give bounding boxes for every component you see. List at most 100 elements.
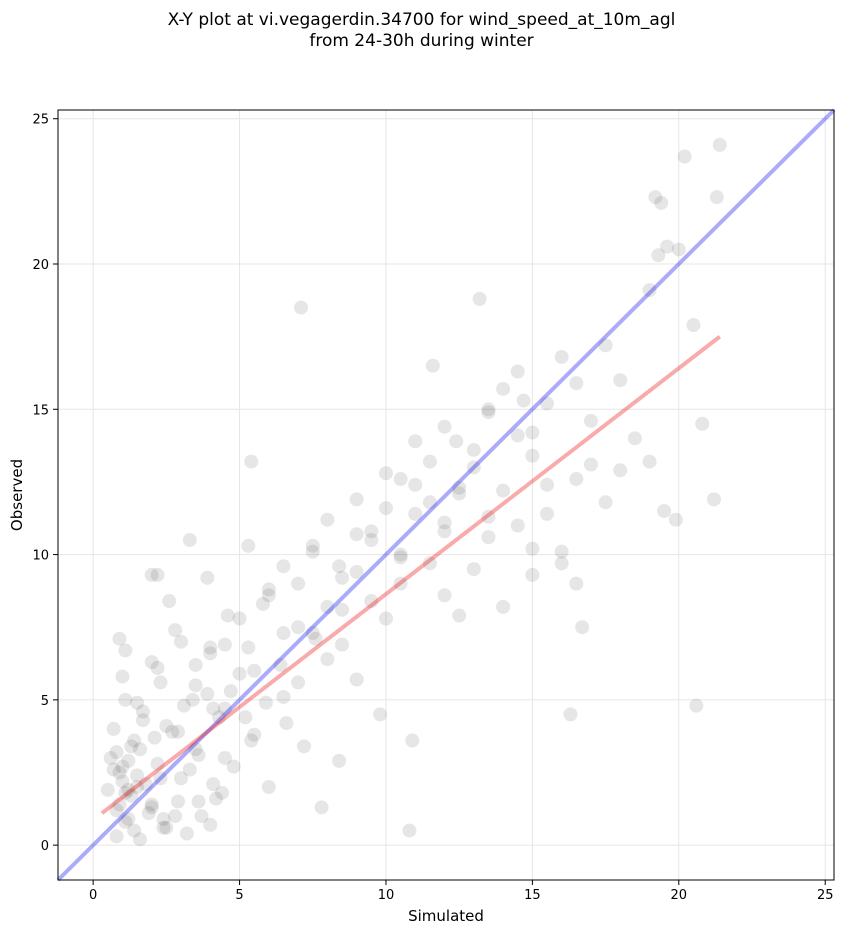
data-point	[118, 814, 133, 829]
data-point	[481, 530, 496, 545]
data-point	[141, 806, 156, 821]
x-tick-label: 10	[378, 888, 395, 903]
data-point	[554, 556, 569, 571]
data-point	[206, 777, 221, 792]
data-point	[217, 701, 232, 716]
data-point	[613, 463, 628, 478]
data-point	[706, 492, 721, 507]
data-point	[393, 576, 408, 591]
data-point	[115, 759, 130, 774]
data-point	[156, 820, 171, 835]
data-point	[496, 599, 511, 614]
data-point	[598, 338, 613, 353]
data-point	[671, 242, 686, 257]
data-point	[209, 791, 224, 806]
data-point	[191, 794, 206, 809]
data-point	[279, 716, 294, 731]
data-point	[452, 480, 467, 495]
y-tick-label: 5	[41, 694, 49, 709]
data-point	[554, 349, 569, 364]
data-point	[232, 611, 247, 626]
x-tick-label: 15	[524, 888, 541, 903]
data-point	[276, 689, 291, 704]
data-point	[305, 538, 320, 553]
data-point	[159, 820, 174, 835]
data-point	[124, 739, 139, 754]
data-point	[217, 637, 232, 652]
data-point	[273, 657, 288, 672]
data-point	[258, 695, 273, 710]
data-point	[115, 774, 130, 789]
data-point	[583, 457, 598, 472]
data-point	[314, 800, 329, 815]
data-point	[660, 239, 675, 254]
data-point	[364, 524, 379, 539]
data-point	[194, 809, 209, 824]
data-point	[291, 675, 306, 690]
data-point	[206, 701, 221, 716]
data-point	[182, 533, 197, 548]
data-point	[144, 567, 159, 582]
data-point	[121, 811, 136, 826]
data-point	[150, 660, 165, 675]
data-point	[100, 782, 115, 797]
identity-line	[56, 108, 836, 882]
data-point	[695, 416, 710, 431]
data-point	[112, 797, 127, 812]
data-point	[244, 454, 259, 469]
data-point	[364, 533, 379, 548]
chart-title-line-2: from 24-30h during winter	[309, 31, 534, 51]
data-point	[162, 594, 177, 609]
data-point	[200, 687, 215, 702]
data-point	[305, 544, 320, 559]
data-point	[563, 707, 578, 722]
data-point	[109, 745, 124, 760]
data-point	[276, 626, 291, 641]
plot-frame	[57, 109, 835, 881]
data-point	[496, 483, 511, 498]
data-point	[185, 692, 200, 707]
data-point	[226, 759, 241, 774]
data-point	[466, 460, 481, 475]
data-point	[247, 663, 262, 678]
data-point	[109, 829, 124, 844]
data-point	[168, 623, 183, 638]
data-point	[203, 817, 218, 832]
data-point	[378, 611, 393, 626]
data-point	[452, 608, 467, 623]
data-point	[613, 373, 628, 388]
data-point	[472, 291, 487, 306]
data-point	[583, 413, 598, 428]
data-point	[686, 318, 701, 333]
data-point	[132, 742, 147, 757]
x-tick-label: 20	[671, 888, 688, 903]
data-point	[203, 640, 218, 655]
data-point	[422, 556, 437, 571]
data-point	[130, 780, 145, 795]
data-point	[294, 300, 309, 315]
data-point	[188, 742, 203, 757]
data-point	[373, 707, 388, 722]
data-point	[349, 527, 364, 542]
data-point	[408, 434, 423, 449]
data-point	[308, 631, 323, 646]
data-point	[437, 419, 452, 434]
data-point	[466, 562, 481, 577]
data-point	[130, 768, 145, 783]
data-point	[689, 698, 704, 713]
fit-line	[100, 335, 722, 815]
data-point	[320, 512, 335, 527]
data-point	[121, 753, 136, 768]
data-point	[156, 811, 171, 826]
data-point	[393, 550, 408, 565]
x-axis-label: Simulated	[408, 907, 484, 925]
data-point	[425, 358, 440, 373]
data-point	[238, 710, 253, 725]
data-point	[212, 710, 227, 725]
y-tick-label: 20	[32, 258, 49, 273]
data-point	[525, 425, 540, 440]
data-point	[525, 541, 540, 556]
data-point	[569, 576, 584, 591]
data-point	[452, 486, 467, 501]
x-tick-label: 5	[235, 888, 243, 903]
